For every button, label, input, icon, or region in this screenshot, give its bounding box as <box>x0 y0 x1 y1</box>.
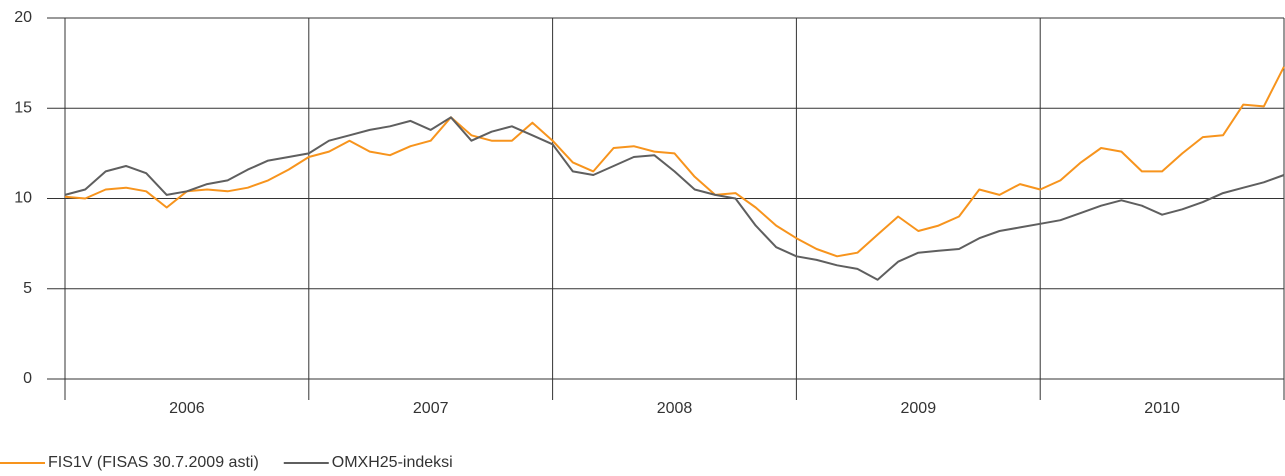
x-tick-label: 2006 <box>169 400 205 417</box>
y-tick-label: 10 <box>14 190 32 207</box>
x-tick-label: 2007 <box>413 400 449 417</box>
series-line <box>64 116 1285 281</box>
x-tick-label: 2009 <box>901 400 937 417</box>
y-tick-label: 20 <box>14 9 32 26</box>
x-tick-label: 2010 <box>1144 400 1180 417</box>
y-tick-label: 15 <box>14 99 32 116</box>
legend-label: FIS1V (FISAS 30.7.2009 asti) <box>48 454 259 471</box>
legend-label: OMXH25-indeksi <box>332 454 453 471</box>
series-line <box>64 66 1285 258</box>
y-tick-label: 0 <box>23 370 32 387</box>
y-tick-label: 5 <box>23 280 32 297</box>
x-tick-label: 2008 <box>657 400 693 417</box>
